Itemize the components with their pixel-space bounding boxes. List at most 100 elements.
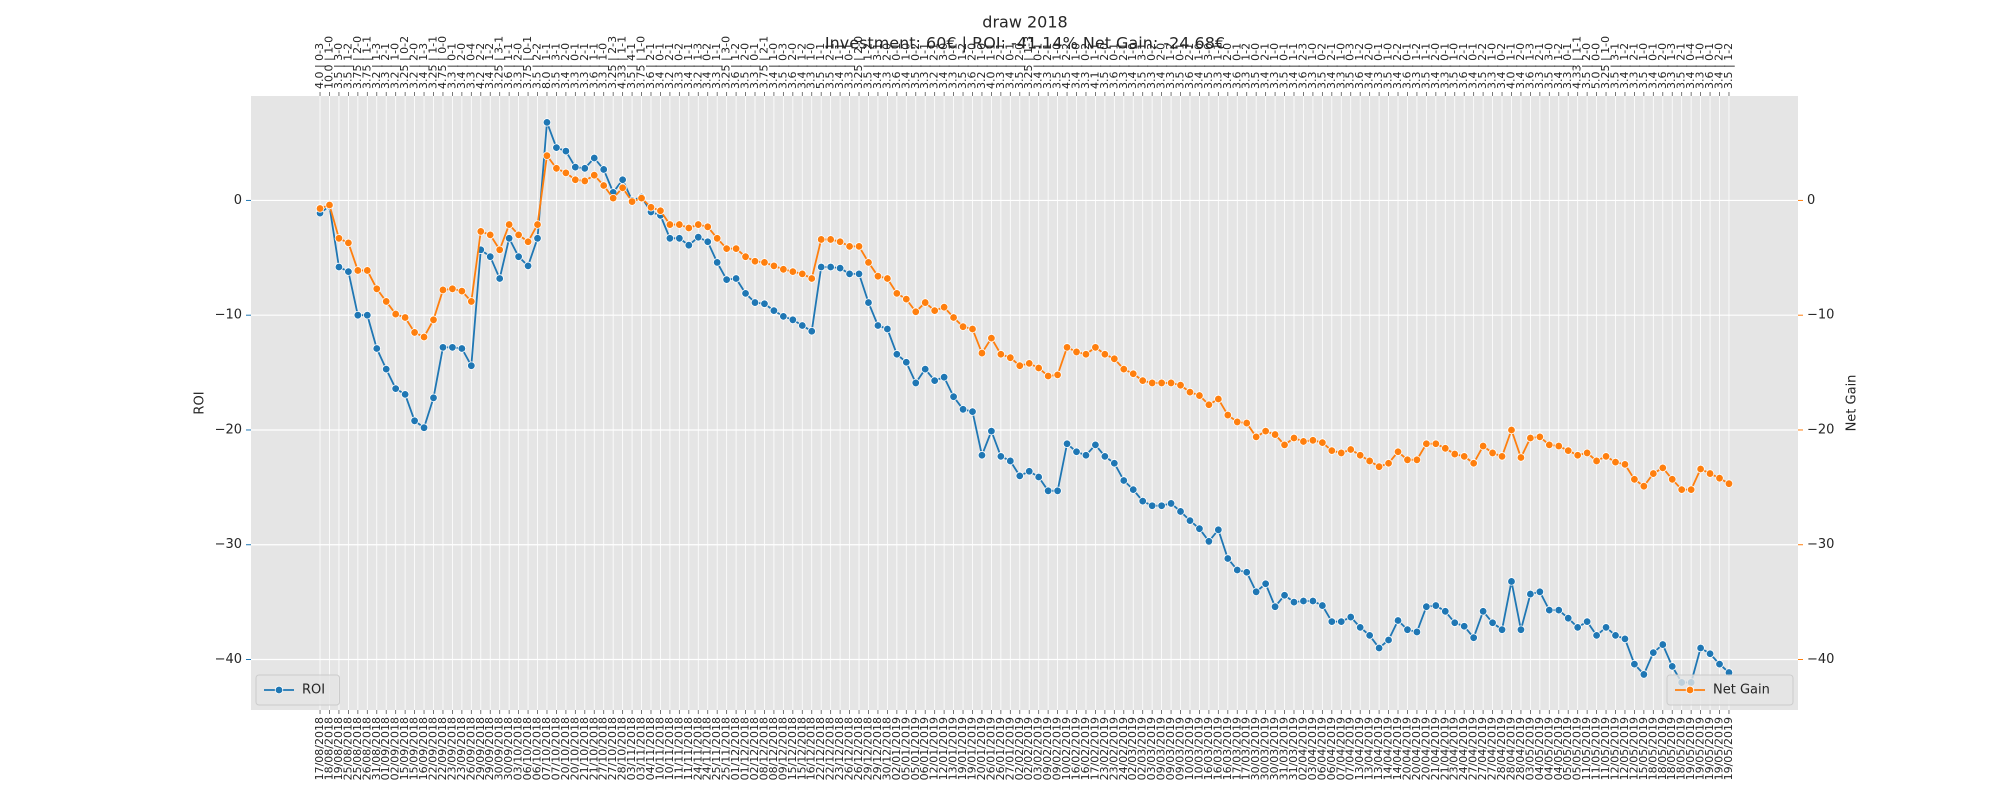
series-point [438,285,448,295]
x2-tick-label: 3.75 | 0-1 [521,36,534,89]
x-tick-label: 10/03/2019 [1183,717,1196,780]
series-point [429,393,438,403]
x2-tick-label: 3.5 | 3-1 [1608,43,1621,89]
x2-tick-label: 3.4 | 1-0 [899,43,912,89]
x2-tick-label: 3.6 | 0-1 [1230,43,1243,89]
x2-tick-label: 3.4 | 1-2 [795,43,808,89]
x-tick-label: 05/01/2019 [909,717,922,780]
x-tick-label: 10/11/2018 [663,717,676,780]
series-point [703,237,712,246]
series-point [627,197,637,206]
x2-tick-label: 3.5 | 1-2 [1722,43,1735,89]
x-tick-label: 12/05/2019 [1627,717,1640,780]
series-point [1422,602,1431,611]
x-tick-label: 01/09/2018 [379,717,392,780]
series-point [1658,640,1667,649]
x-tick-label: 02/01/2019 [890,717,903,780]
x2-tick-label: 3.5 | 2-0 [739,43,752,89]
series-point [1516,453,1526,462]
x-tick-label: 09/03/2019 [1164,717,1177,780]
x2-tick-label: 3.4 | 0-1 [653,43,666,89]
series-point [1355,451,1365,460]
series-point [1318,601,1327,610]
series-point [968,324,977,334]
series-point [1545,440,1554,450]
series-point [1686,485,1696,494]
series-point [344,267,353,276]
series-point [1223,554,1233,563]
x2-tick-label: 3.6 | 2-0 [1656,43,1669,89]
legend-label: ROI [302,683,325,698]
x2-tick-label: 3.6 | 0-1 [1703,43,1716,89]
series-point [1138,496,1147,506]
series-point [1072,347,1081,357]
series-point [1507,425,1516,435]
x-tick-label: 04/05/2019 [1533,717,1546,780]
x-tick-label: 31/03/2019 [1287,717,1300,780]
y-tick-label: 0 [234,193,242,208]
x2-tick-label: 3.3 | 1-0 [1694,43,1707,89]
series-point [542,118,552,127]
series-point [372,284,381,294]
x2-tick-label: 3.4 | 1-0 [767,43,780,89]
series-point [1299,596,1308,606]
series-point [665,220,675,229]
x-tick-label: 04/05/2019 [1542,717,1555,780]
x-tick-label: 05/01/2019 [899,717,912,780]
x-tick-label: 16/02/2019 [1079,717,1092,780]
series-point [1460,622,1469,631]
x2-tick-label: 3.3 | 2-1 [994,43,1007,89]
x-tick-label: 26/08/2018 [360,717,373,780]
series-point [1573,623,1582,632]
x-tick-label: 09/03/2019 [1174,717,1187,780]
series-point [902,294,911,304]
x-tick-label: 03/03/2019 [1145,717,1158,780]
series-point [996,452,1006,461]
x-tick-label: 09/12/2018 [776,717,789,780]
x-tick-label: 15/12/2018 [795,717,808,780]
chart-subtitle: Investment: 60€ | ROI: -41.14% Net Gain:… [825,34,1225,53]
x2-tick-label: 3.4 | 2-0 [1155,43,1168,89]
series-point [1384,459,1393,468]
x2-tick-label: 3.4 | 2-0 [455,43,468,89]
x-tick-label: 03/05/2019 [1523,717,1536,780]
series-point [1289,433,1299,443]
series-point [694,220,703,229]
x2-tick-label: 3.3 | 0-1 [568,43,581,89]
x-tick-label: 02/03/2019 [1126,717,1139,780]
series-point [1374,462,1384,471]
series-point [419,423,429,432]
series-point [1157,378,1166,388]
x-tick-label: 24/04/2019 [1457,717,1470,780]
x2-tick-label: 3.25 | 3-1 [493,36,506,89]
x2-tick-label: 3.2 | 2-0 [408,43,421,89]
series-point [816,235,826,244]
x2-tick-label: 3.4 | 1-2 [1618,43,1631,89]
series-point [1535,587,1545,596]
series-point [1374,643,1384,653]
x2-tick-label: 4.33 | 1-1 [1571,36,1584,89]
x-tick-label: 08/12/2018 [757,717,770,780]
series-point [1649,648,1658,657]
x-tick-label: 25/08/2018 [341,717,354,780]
series-point [1611,457,1620,467]
series-point [883,324,892,334]
x-tick-label: 21/10/2018 [578,717,591,780]
series-point [1431,601,1441,610]
x-tick-label: 01/12/2018 [739,717,752,780]
x-tick-label: 26/01/2019 [984,717,997,780]
series-point [835,237,845,246]
series-point [1488,618,1497,627]
x-tick-label: 23/04/2019 [1448,717,1461,780]
x-tick-label: 20/10/2018 [568,717,581,780]
series-point [750,257,760,266]
x-tick-label: 30/03/2019 [1259,717,1272,780]
x2-tick-label: 3.3 | 1-0 [1306,43,1319,89]
series-point [533,234,542,243]
series-point [382,297,391,306]
x2-tick-label: 3.3 | 0-2 [1145,43,1158,89]
series-point [1582,448,1592,458]
series-point [769,261,779,271]
x2-tick-label: 3.2 | 1-0 [389,43,402,89]
x2-tick-label: 3.5 | 1-1 [1419,43,1432,89]
